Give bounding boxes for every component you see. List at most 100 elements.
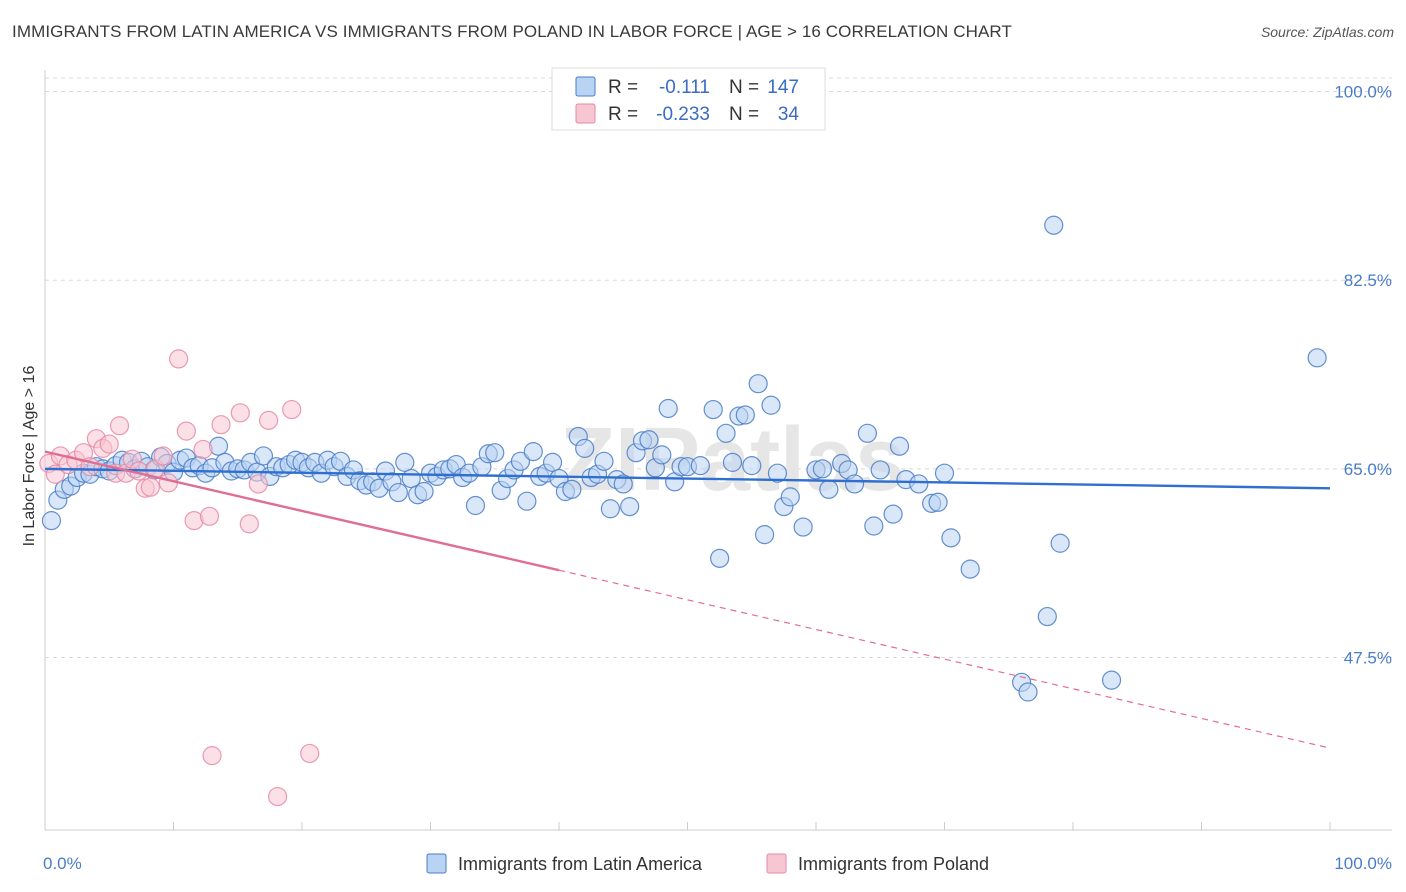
- data-point: [793, 517, 813, 537]
- data-point: [928, 492, 948, 512]
- data-point: [594, 451, 614, 471]
- data-point: [193, 439, 213, 460]
- data-point: [41, 511, 62, 531]
- data-point: [1018, 682, 1038, 702]
- data-point: [934, 463, 955, 483]
- data-point: [575, 438, 595, 458]
- data-point: [542, 452, 563, 472]
- data-point: [883, 504, 903, 524]
- y-tick-label: 65.0%: [1344, 460, 1392, 479]
- series-poland: [39, 349, 320, 807]
- data-point: [465, 495, 486, 516]
- stats-n-value: 34: [778, 104, 800, 125]
- data-point: [857, 423, 878, 443]
- stats-swatch-poland: [575, 103, 596, 124]
- stats-r-value: -0.111: [659, 77, 710, 98]
- data-point: [735, 405, 755, 425]
- stats-n-label: N =: [729, 77, 759, 98]
- data-point: [158, 473, 178, 493]
- y-tick-labels: 100.0% 82.5% 65.0% 47.5%: [1334, 83, 1392, 668]
- data-point: [230, 403, 250, 423]
- stats-n-value: 147: [767, 77, 799, 98]
- data-point: [761, 395, 781, 415]
- trend-line-dashed: [558, 569, 1331, 749]
- data-point: [153, 446, 173, 466]
- legend-swatch-poland: [766, 853, 787, 874]
- data-point: [748, 374, 768, 394]
- data-point: [844, 474, 865, 494]
- x-tick-labels: 0.0% 100.0%: [43, 854, 1392, 873]
- data-point: [1050, 533, 1070, 553]
- axes: [44, 70, 1392, 831]
- legend-label-poland: Immigrants from Poland: [798, 854, 989, 874]
- data-point: [202, 746, 222, 766]
- x-tick-label: 100.0%: [1334, 854, 1392, 873]
- data-point: [889, 436, 910, 456]
- data-point: [388, 482, 408, 503]
- data-point: [1101, 670, 1122, 690]
- stats-r-label: R =: [608, 104, 638, 125]
- data-point: [510, 451, 531, 471]
- data-point: [523, 442, 543, 462]
- data-point: [1307, 348, 1327, 368]
- x-tick-label: 0.0%: [43, 854, 82, 873]
- stats-box: R = -0.111 N = 147 R = -0.233 N = 34: [551, 67, 826, 131]
- data-point: [690, 456, 710, 476]
- data-point: [485, 443, 505, 463]
- data-point: [658, 398, 678, 419]
- data-point: [517, 491, 537, 511]
- data-point: [99, 434, 119, 454]
- data-point: [613, 474, 633, 494]
- data-point: [109, 416, 130, 436]
- data-point: [258, 410, 279, 430]
- data-point: [819, 479, 839, 499]
- data-point: [140, 477, 160, 497]
- data-point: [199, 506, 220, 526]
- stats-r-label: R =: [608, 77, 638, 98]
- data-point: [282, 399, 302, 420]
- data-point: [169, 349, 189, 369]
- legend-swatch-latin-america: [426, 853, 447, 874]
- data-point: [742, 456, 762, 476]
- data-point: [767, 463, 788, 483]
- data-point: [562, 479, 582, 499]
- chart-title: IMMIGRANTS FROM LATIN AMERICA VS IMMIGRA…: [12, 22, 1012, 41]
- stats-swatch-latin-america: [575, 76, 596, 97]
- data-point: [1037, 606, 1057, 627]
- data-point: [414, 481, 434, 502]
- trend-line-solid: [44, 467, 1331, 490]
- data-point: [870, 460, 890, 480]
- trend-lines: [44, 450, 1331, 749]
- data-point: [710, 548, 730, 568]
- y-tick-label: 82.5%: [1344, 271, 1392, 290]
- y-tick-label: 47.5%: [1344, 649, 1392, 668]
- data-point: [754, 525, 775, 545]
- data-point: [909, 474, 929, 494]
- data-point: [253, 446, 274, 466]
- data-point: [780, 487, 800, 507]
- chart-source: Source: ZipAtlas.com: [1260, 24, 1394, 40]
- data-point: [716, 423, 736, 443]
- data-point: [1044, 215, 1064, 235]
- data-point: [267, 786, 288, 807]
- y-tick-label: 100.0%: [1334, 83, 1392, 102]
- data-point: [300, 743, 320, 764]
- data-point: [960, 559, 980, 579]
- data-point: [812, 459, 833, 479]
- data-point: [176, 421, 196, 441]
- data-point: [620, 496, 640, 517]
- data-point: [600, 499, 621, 519]
- grid-lines: [45, 77, 1392, 659]
- data-point: [395, 452, 415, 472]
- stats-r-value: -0.233: [656, 104, 710, 125]
- y-axis-label: In Labor Force | Age > 16: [21, 366, 38, 547]
- data-point: [248, 474, 268, 494]
- data-point: [239, 514, 259, 534]
- data-point: [722, 452, 743, 472]
- legend: Immigrants from Latin America Immigrants…: [426, 853, 989, 874]
- series-latin-america: [41, 215, 1327, 702]
- data-point: [703, 399, 723, 420]
- stats-n-label: N =: [729, 104, 759, 125]
- data-point: [864, 516, 884, 536]
